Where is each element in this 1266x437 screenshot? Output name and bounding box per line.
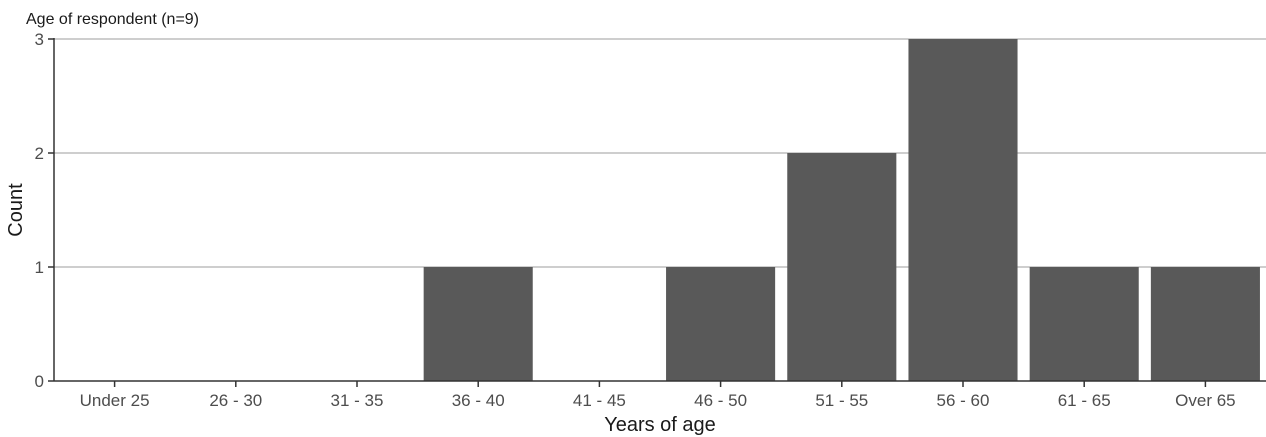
x-axis-title: Years of age xyxy=(604,414,716,436)
x-tick-label: 31 - 35 xyxy=(331,391,384,410)
y-tick-label: 1 xyxy=(35,258,44,277)
x-tick-label: Under 25 xyxy=(80,391,150,410)
axes: 0 1 2 3 Under 25 26 - 30 31 - 35 36 - 40 41 - 45… xyxy=(35,30,1266,410)
bar xyxy=(787,153,897,381)
x-tick-label: 26 - 30 xyxy=(209,391,262,410)
chart-title: Age of respondent (n=9) xyxy=(26,11,199,28)
x-tick-label: Over 65 xyxy=(1175,391,1235,410)
x-tick-label: 36 - 40 xyxy=(452,391,505,410)
y-tick-label: 0 xyxy=(35,372,44,391)
x-tick-label: 41 - 45 xyxy=(573,391,626,410)
bar xyxy=(1029,267,1139,381)
x-tick-label: 61 - 65 xyxy=(1058,391,1111,410)
y-tick-label: 2 xyxy=(35,144,44,163)
bars xyxy=(423,39,1260,381)
y-tick-label: 3 xyxy=(35,30,44,49)
x-tick-label: 51 - 55 xyxy=(815,391,868,410)
y-axis-title: Count xyxy=(5,183,27,237)
bar xyxy=(1150,267,1260,381)
x-tick-label: 46 - 50 xyxy=(694,391,747,410)
bar xyxy=(423,267,533,381)
x-tick-label: 56 - 60 xyxy=(937,391,990,410)
bar xyxy=(666,267,776,381)
gridlines xyxy=(54,38,1266,268)
bar xyxy=(908,39,1018,381)
